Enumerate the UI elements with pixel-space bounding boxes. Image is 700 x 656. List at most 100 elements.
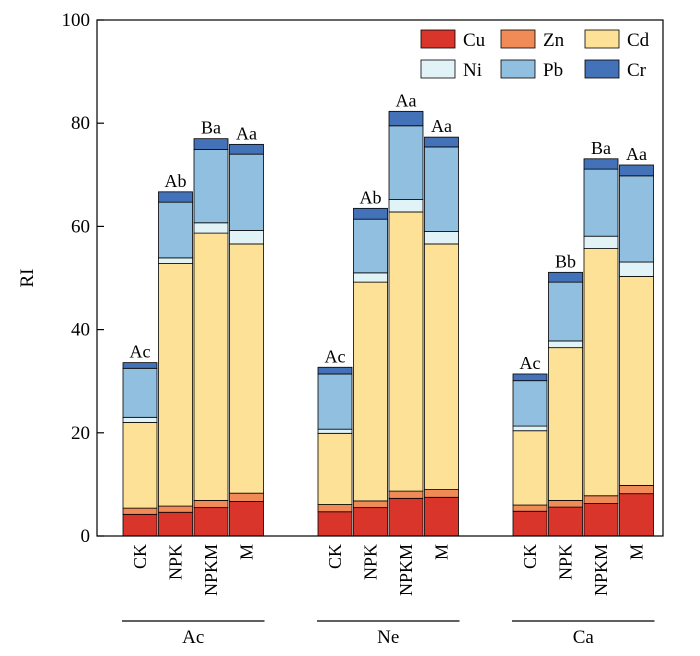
bar-segment-cu (122, 513, 158, 537)
bar-segment-cu (512, 510, 548, 537)
bar-segment-pb (229, 153, 264, 231)
bar-segment-pb (548, 281, 583, 342)
bar-segment-zn (122, 507, 158, 515)
y-tick-label: 0 (81, 526, 91, 547)
bar-segment-pb (353, 218, 388, 274)
x-tick-label: M (627, 544, 647, 560)
bar-segment-cd (193, 232, 229, 501)
bar-segment-ni (158, 257, 193, 264)
bar-segment-ni (548, 340, 583, 349)
legend-label: Ni (463, 60, 482, 81)
bar-segment-ni (512, 425, 548, 432)
legend-swatch-cr (584, 59, 620, 79)
bar-segment-zn (229, 492, 264, 502)
y-tick-label: 60 (71, 216, 90, 237)
bar-segment-ni (122, 416, 158, 423)
bar-segment-zn (353, 500, 388, 509)
significance-label: Ba (201, 118, 221, 138)
bar-segment-cd (583, 248, 619, 497)
bar-segment-cd (619, 276, 654, 486)
significance-label: Ac (130, 342, 151, 362)
bar-segment-cu (317, 511, 353, 537)
bar-segment-zn (317, 504, 353, 513)
bar-segment-ni (229, 230, 264, 245)
bar-segment-zn (158, 505, 193, 513)
legend-swatch-ni (420, 59, 456, 79)
significance-label: Ac (520, 353, 541, 373)
bar-segment-pb (388, 125, 424, 200)
group-labels: Ac Ne Ca (122, 620, 655, 648)
significance-label: Bb (555, 251, 576, 271)
bar-segment-cr (548, 271, 583, 283)
bar-segment-zn (193, 499, 229, 509)
bar-segment-ni (424, 231, 459, 245)
bar-segment-pb (158, 201, 193, 259)
significance-label: Aa (626, 144, 647, 164)
bar-segment-ni (583, 235, 619, 249)
bar-segment-cr (388, 110, 424, 127)
bar-segment-pb (317, 373, 353, 430)
legend-label: Pb (543, 60, 563, 81)
x-tick-label: M (237, 544, 257, 560)
bar-segment-ni (619, 261, 654, 277)
y-tick-label: 40 (71, 320, 90, 341)
significance-label: Ac (325, 346, 346, 366)
bar-segment-cr (619, 164, 654, 177)
bar-segment-cd (388, 211, 424, 492)
bar-segment-ni (193, 222, 229, 234)
x-tick-label: NPK (556, 544, 576, 580)
bar-segment-zn (548, 499, 583, 508)
bar-segment-ni (388, 199, 424, 213)
bar-segment-pb (619, 175, 654, 263)
significance-label: Ab (165, 171, 187, 191)
y-tick-label: 80 (71, 113, 90, 134)
bar-segment-cu (353, 507, 388, 537)
bar-segment-pb (583, 168, 619, 237)
significance-label: Aa (236, 123, 257, 143)
legend-label: Cu (463, 30, 486, 51)
bar-segment-pb (512, 380, 548, 427)
bar-segment-cu (424, 496, 459, 537)
legend-swatch-cd (584, 29, 620, 49)
bar-segment-zn (583, 495, 619, 504)
bar-segment-cr (512, 373, 548, 382)
x-tick-label: CK (130, 544, 150, 569)
bar-segment-cu (548, 506, 583, 537)
x-tick-label: NPKM (396, 544, 416, 596)
bar-segment-cd (229, 243, 264, 494)
group-label: Ca (573, 627, 595, 648)
legend-label: Cr (627, 60, 647, 81)
y-tick-label: 100 (62, 10, 91, 31)
significance-label: Ba (591, 138, 611, 158)
bar-segment-cu (229, 501, 264, 537)
bar-segment-cr (193, 138, 229, 150)
legend-label: Cd (627, 30, 650, 51)
significance-labels: Ac Ab Ba Aa Ac Ab Aa Aa Ac Bb Ba Aa (130, 90, 648, 373)
significance-label: Aa (431, 116, 452, 136)
group-label: Ne (377, 627, 399, 648)
bar-segment-cu (619, 493, 654, 537)
x-tick-label: NPK (166, 544, 186, 580)
bar-segment-zn (619, 485, 654, 495)
bar-segment-cu (388, 497, 424, 537)
y-axis-label: RI (17, 269, 38, 288)
bar-segment-cr (229, 143, 264, 155)
bar-segment-cu (193, 507, 229, 537)
group-label: Ac (182, 627, 204, 648)
bar-segment-pb (424, 146, 459, 232)
bar-segment-cr (122, 362, 158, 369)
bar-segment-zn (512, 504, 548, 512)
bar-segment-cr (317, 366, 353, 375)
bar-segment-cr (353, 207, 388, 220)
legend-swatch-zn (500, 29, 536, 49)
bar-segment-cu (158, 511, 193, 537)
bar-segment-cd (512, 430, 548, 506)
bar-segment-cd (158, 263, 193, 507)
y-axis: 0 20 40 60 80 100 (62, 10, 104, 547)
bar-segment-cu (583, 503, 619, 537)
legend: Cu Zn Cd Ni Pb Cr (420, 29, 650, 81)
x-tick-label: CK (520, 544, 540, 569)
plot-frame (96, 19, 664, 537)
y-tick-label: 20 (71, 423, 90, 444)
